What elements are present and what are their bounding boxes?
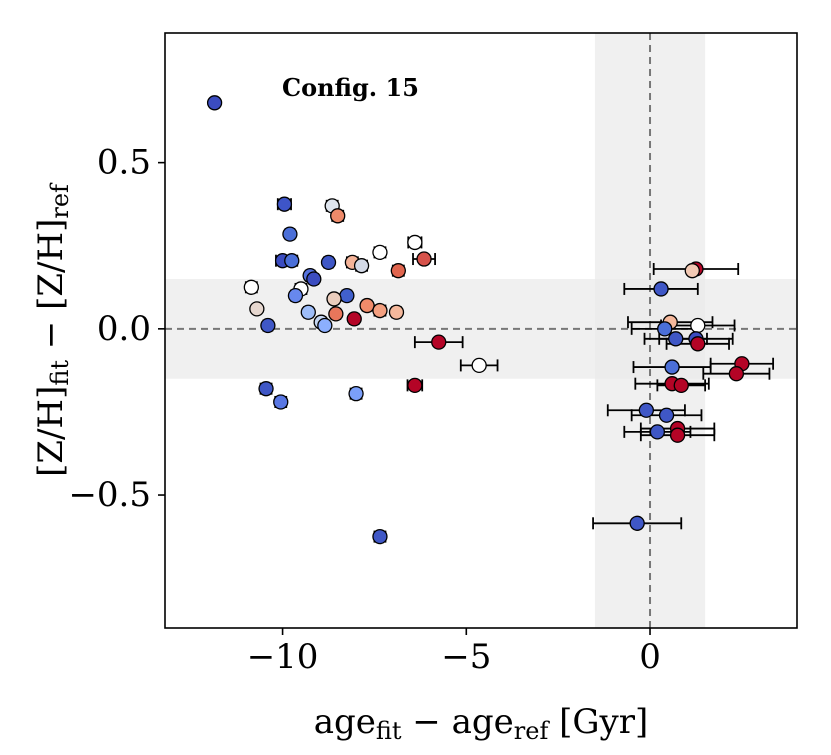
config-annotation: Config. 15 [282,73,419,102]
y-axis-label: [Z/H]fit − [Z/H]ref [31,182,74,477]
data-point [471,357,487,374]
y-tick-label: 0.0 [97,309,151,349]
data-point [346,311,362,327]
data-point [328,306,344,322]
data-point [372,302,388,319]
data-point [320,254,337,271]
data-point [300,304,316,320]
data-point [407,234,423,251]
data-point [388,304,405,320]
x-tick-label: 0 [639,637,661,677]
x-label-sub-ref: ref [514,717,551,745]
data-point [284,253,300,269]
data-point [353,258,370,274]
y-label-mid: − [Z/H] [31,219,71,360]
data-point [348,386,364,402]
data-point [629,515,645,531]
data-point [273,394,289,410]
data-point [243,279,259,295]
data-point [287,287,304,304]
data-point [260,317,276,334]
x-axis-label: agefit − ageref [Gyr] [314,702,649,745]
y-label-sub-ref: ref [46,182,74,219]
data-point [649,424,666,440]
data-point [276,196,293,212]
data-point [258,381,274,397]
data-point [638,402,654,418]
y-label-sub-fit: fit [46,360,74,386]
data-point [690,336,706,352]
y-label-base: [Z/H] [31,386,71,477]
data-point [653,281,669,297]
y-tick-label: −0.5 [68,475,151,515]
x-label-mid: − age [402,702,514,742]
data-point [431,334,447,350]
data-point [416,251,432,267]
data-point [372,528,388,545]
data-point [206,95,223,111]
data-points [206,95,750,545]
data-point [673,377,689,393]
reference-lines [165,33,797,628]
y-axis-ticks: −0.5 0.0 0.5 [68,143,165,515]
x-label-base: age [314,702,376,742]
data-point [306,271,322,287]
data-point [690,317,706,334]
data-point [330,208,346,224]
x-label-sub-fit: fit [376,717,402,745]
data-point [658,407,675,423]
data-point [317,317,333,334]
data-point [728,366,745,382]
x-axis-ticks: −10 −5 0 [247,628,661,677]
data-point [390,263,406,279]
data-point [669,427,686,443]
data-point [339,287,355,304]
data-point [668,331,684,347]
data-point [249,301,265,317]
data-point [684,263,700,279]
x-label-unit: [Gyr] [548,702,648,742]
data-point [664,359,680,375]
data-point [407,377,423,393]
x-tick-label: −10 [247,637,319,677]
data-point [372,244,388,261]
y-tick-label: 0.5 [97,143,151,183]
data-point [282,226,298,242]
data-point [359,297,375,314]
data-point [326,291,342,307]
data-point [657,321,673,337]
x-tick-label: −5 [441,637,491,677]
plot-frame [164,32,798,629]
